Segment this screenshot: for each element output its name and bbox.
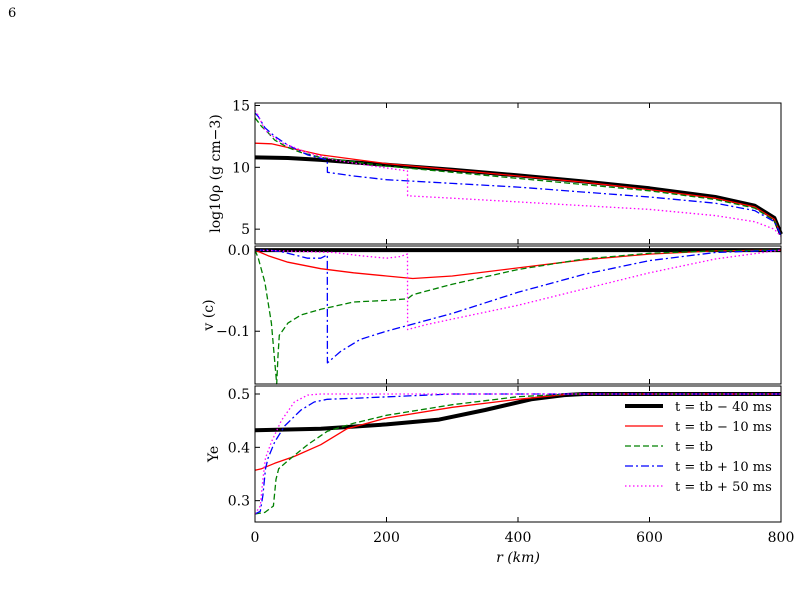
- ytick-label: 0.0: [228, 243, 250, 259]
- series-line-3-3: [254, 393, 781, 515]
- legend-label-2: t = tb − 10 ms: [675, 420, 772, 435]
- y-axis-label: log10ρ (g cm−3): [208, 114, 224, 232]
- legend-label-1: t = tb − 40 ms: [675, 400, 772, 415]
- x-axis-label: r (km): [496, 550, 540, 566]
- ytick-label: 5: [241, 222, 250, 238]
- ytick-label: 10: [232, 160, 250, 176]
- panel-frame-2: [254, 245, 782, 385]
- page-number: 6: [8, 6, 17, 21]
- legend-label-5: t = tb + 50 ms: [675, 480, 772, 495]
- series-line-2-5: [254, 249, 782, 331]
- ytick-label: 0.3: [228, 494, 250, 510]
- xtick-label: 800: [768, 530, 795, 546]
- legend-label-4: t = tb + 10 ms: [675, 460, 772, 475]
- ytick-label: 0.5: [228, 387, 250, 403]
- series-line-1-5: [254, 110, 782, 238]
- series-line-3-4: [254, 393, 781, 515]
- y-axis-label: v (c): [201, 299, 217, 331]
- xtick-label: 600: [636, 530, 663, 546]
- series-line-2-4: [255, 249, 782, 364]
- xtick-label: 0: [251, 530, 260, 546]
- xtick-label: 200: [373, 530, 400, 546]
- ytick-label: −0.1: [216, 324, 250, 340]
- series-line-2-3: [254, 249, 782, 385]
- xtick-label: 400: [505, 530, 532, 546]
- series-line-1-4: [254, 112, 782, 236]
- series-line-2-2: [254, 249, 782, 280]
- ytick-label: 0.4: [228, 440, 250, 456]
- legend-label-3: t = tb: [675, 440, 713, 455]
- series-line-3-2: [254, 393, 781, 471]
- ytick-label: 15: [232, 98, 250, 114]
- series-line-1-2: [254, 142, 782, 236]
- series-line-1-3: [254, 117, 782, 236]
- series-line-1-1: [254, 155, 783, 235]
- y-axis-label: Ye: [206, 446, 222, 463]
